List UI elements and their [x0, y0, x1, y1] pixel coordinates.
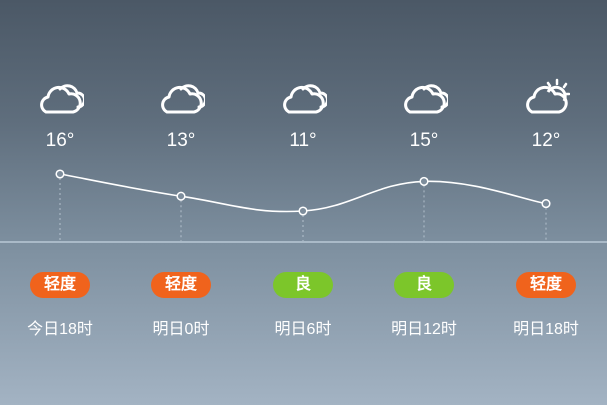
aqi-badge: 良	[394, 272, 454, 298]
time-label: 明日12时	[391, 321, 457, 338]
temperature-label: 11°	[289, 130, 317, 151]
temperature-label: 13°	[166, 130, 196, 151]
time-label: 今日18时	[27, 321, 93, 338]
aqi-badge: 轻度	[516, 272, 576, 298]
temperature-point	[176, 191, 186, 201]
temperature-label: 16°	[45, 130, 75, 151]
cloudy-icon	[40, 84, 84, 114]
aqi-badge: 轻度	[151, 272, 211, 298]
partly-cloudy-icon	[526, 78, 570, 114]
aqi-badge: 良	[273, 272, 333, 298]
temperature-point	[541, 199, 551, 209]
time-label: 明日6时	[274, 321, 332, 338]
aqi-badge: 轻度	[30, 272, 90, 298]
temperature-label: 12°	[531, 130, 561, 151]
temperature-point	[298, 206, 308, 216]
time-label: 明日18时	[513, 321, 579, 338]
baseline-divider	[0, 241, 607, 243]
temperature-point	[419, 176, 429, 186]
temperature-label: 15°	[409, 130, 439, 151]
temperature-point	[55, 169, 65, 179]
cloudy-icon	[161, 84, 205, 114]
temperature-line	[59, 173, 547, 213]
cloudy-icon	[283, 84, 327, 114]
cloudy-icon	[404, 84, 448, 114]
time-label: 明日0时	[152, 321, 210, 338]
